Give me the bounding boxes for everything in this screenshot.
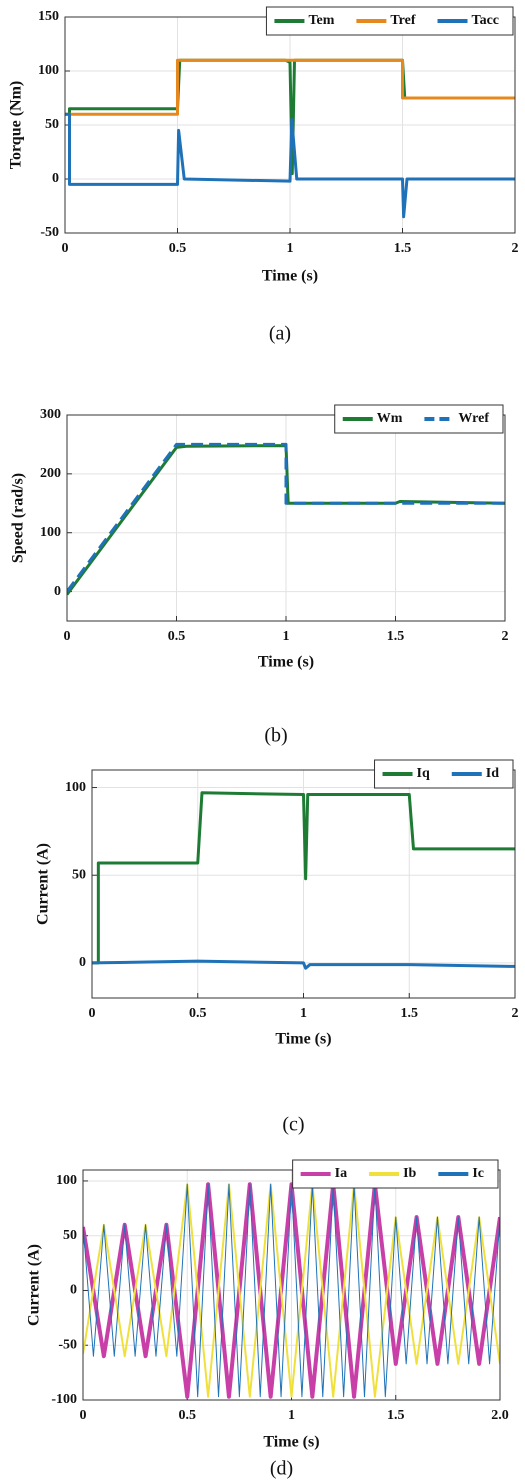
x-tick-label: 1 [283, 629, 290, 644]
y-tick-label: -50 [58, 1337, 77, 1352]
x-tick-label: 1.5 [387, 1408, 405, 1423]
y-tick-label: 0 [70, 1283, 77, 1298]
caption: (a) [269, 323, 291, 345]
y-tick-label: 0 [79, 955, 86, 970]
y-tick-label: 50 [72, 867, 86, 882]
series-line [92, 791, 515, 965]
y-tick-label: 0 [52, 171, 59, 186]
legend-label: Ia [335, 1166, 347, 1181]
x-tick-label: 0 [62, 241, 69, 256]
y-axis-label: Speed (rad/s) [10, 473, 27, 563]
legend-label: Ic [472, 1166, 484, 1181]
x-tick-label: 1.5 [394, 241, 412, 256]
lines [65, 58, 515, 219]
y-axis-label: Current (A) [26, 1244, 43, 1326]
lines [67, 442, 505, 596]
legend: Tem Tref Tacc [265, 6, 514, 36]
y-tick-label: 200 [40, 466, 61, 481]
y-tick-label: -100 [51, 1392, 77, 1407]
y-tick-label: 100 [38, 63, 59, 78]
legend-label: Id [486, 766, 499, 781]
x-tick-label: 1 [287, 241, 294, 256]
legend-label: Wm [377, 411, 403, 426]
x-axis-label: Time (s) [275, 1031, 331, 1048]
legend-label: Tem [308, 13, 334, 28]
x-tick-label: 1.5 [401, 1006, 419, 1021]
x-tick-label: 1.5 [387, 629, 405, 644]
legend-label: Tref [390, 13, 415, 28]
series-line [65, 112, 515, 219]
y-axis-label: Current (A) [35, 843, 52, 925]
y-tick-label: 0 [54, 584, 61, 599]
x-axis-label: Time (s) [258, 654, 314, 671]
x-tick-label: 2 [512, 241, 519, 256]
legend-label: Ib [403, 1166, 416, 1181]
x-axis-label: Time (s) [262, 268, 318, 285]
chart: 0 100 200 300 0 0.5 1 1.5 2 Time (s) Speed (rad/s)… [10, 404, 509, 747]
legend: Wm Wref [334, 404, 504, 434]
x-tick-label: 0 [64, 629, 71, 644]
x-tick-label: 0.5 [169, 241, 187, 256]
series-line [83, 1183, 500, 1398]
legend-label: Iq [417, 766, 430, 781]
series-line [83, 1183, 500, 1398]
caption: (c) [282, 1114, 304, 1136]
y-axis-label: Torque (Nm) [8, 81, 25, 169]
axes-box [82, 1169, 501, 1401]
series-line [65, 58, 515, 116]
series-line [67, 444, 505, 596]
y-tick-label: 100 [65, 780, 86, 795]
y-tick-label: 100 [56, 1173, 77, 1188]
y-tick-label: 100 [40, 525, 61, 540]
x-tick-label: 0 [80, 1408, 87, 1423]
lines [92, 791, 515, 970]
legend: Ia Ib Ic [292, 1159, 499, 1189]
x-tick-label: 0 [89, 1006, 96, 1021]
legend: Iq Id [374, 759, 514, 789]
y-tick-label: 50 [45, 117, 59, 132]
x-tick-label: 0.5 [179, 1408, 197, 1423]
x-tick-label: 1 [288, 1408, 295, 1423]
axes-box [66, 414, 506, 622]
x-tick-label: 0.5 [189, 1006, 207, 1021]
y-tick-label: -50 [40, 225, 59, 240]
y-tick-label: 150 [38, 9, 59, 24]
x-tick-label: 1 [300, 1006, 307, 1021]
x-axis-label: Time (s) [263, 1434, 319, 1451]
legend-label: Tacc [472, 13, 499, 28]
x-tick-label: 2 [512, 1006, 519, 1021]
y-tick-label: 300 [40, 407, 61, 422]
x-tick-label: 2 [502, 629, 509, 644]
x-tick-label: 2.0 [491, 1408, 509, 1423]
series-line [67, 442, 505, 593]
chart: -100 -50 0 50 100 0 0.5 1 1.5 2.0 Time (s) Current … [26, 1159, 509, 1480]
y-tick-label: 50 [63, 1228, 77, 1243]
legend-box [265, 6, 514, 36]
lines [83, 1182, 500, 1399]
legend-label: Wref [458, 411, 489, 426]
caption: (d) [270, 1458, 293, 1480]
x-tick-label: 0.5 [168, 629, 186, 644]
caption: (b) [264, 725, 287, 747]
axes-box [91, 769, 516, 999]
series-line [92, 959, 515, 970]
